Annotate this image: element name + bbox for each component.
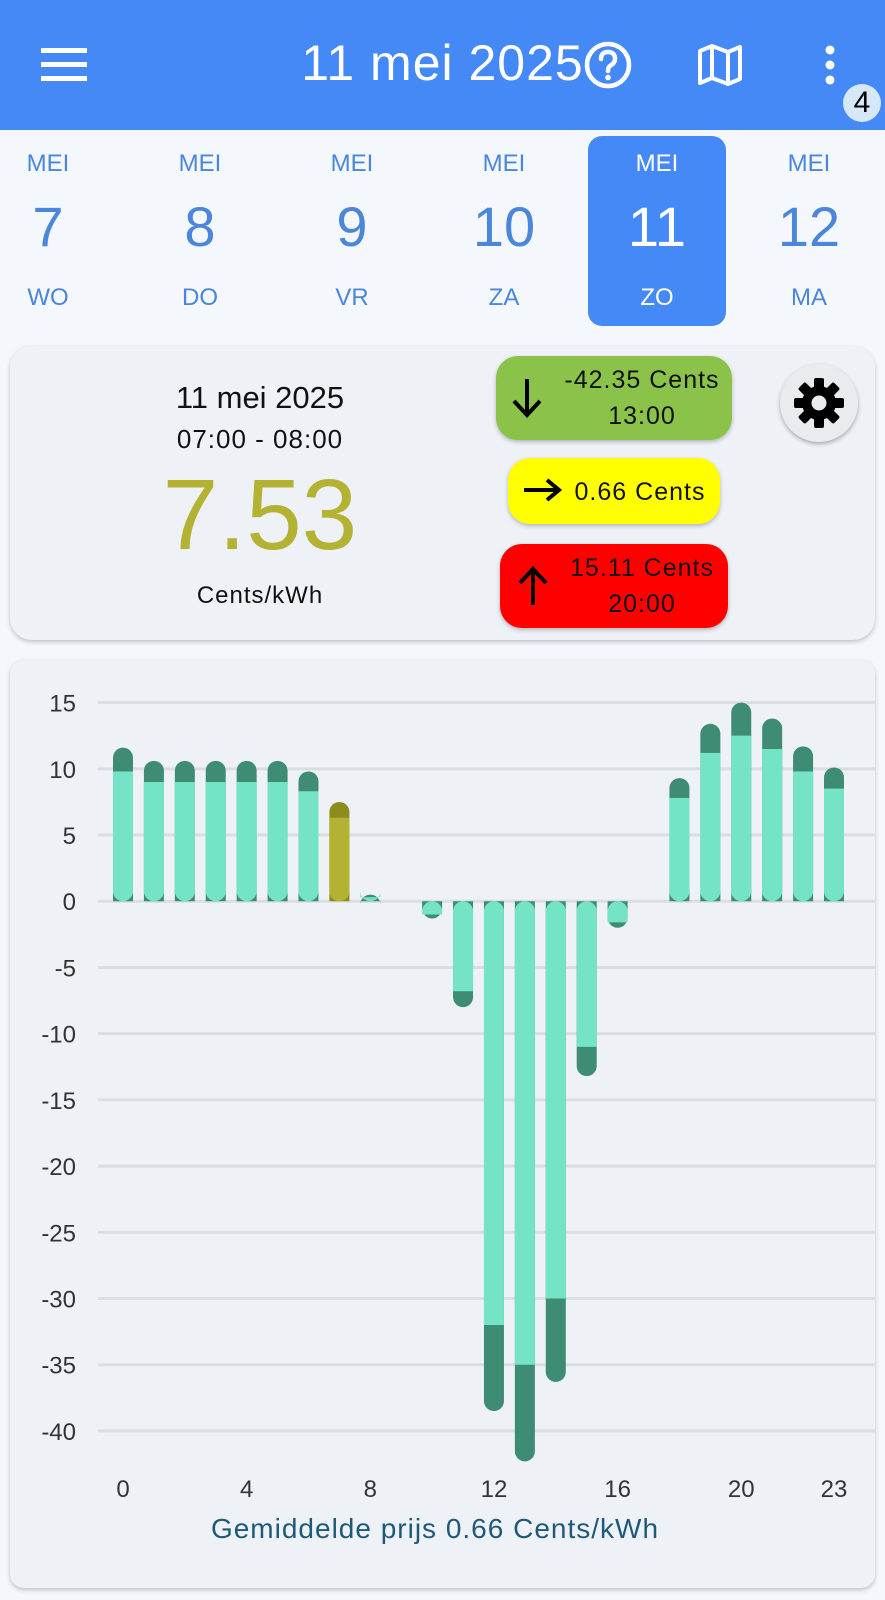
bar-fill xyxy=(669,797,690,892)
y-tick-label: -10 xyxy=(41,1022,76,1049)
y-tick-label: -30 xyxy=(41,1286,76,1313)
highest-price-pill[interactable]: 15.11 Cents 20:00 xyxy=(500,544,728,628)
bar-fill xyxy=(793,771,814,892)
day-item-selected[interactable]: MEI 11 ZO xyxy=(588,136,726,326)
gear-icon xyxy=(794,378,844,428)
bar-fill xyxy=(113,771,133,892)
settings-button[interactable] xyxy=(780,364,858,442)
current-time-range: 07:00 - 08:00 xyxy=(176,424,344,454)
day-number: 10 xyxy=(472,195,536,258)
bar-fill xyxy=(731,735,752,892)
day-month: MEI xyxy=(482,150,526,177)
day-weekday: VR xyxy=(335,284,369,311)
day-month: MEI xyxy=(330,150,374,177)
bar-fill xyxy=(236,782,257,892)
day-month: MEI xyxy=(787,150,831,177)
page-title: 11 mei 2025 xyxy=(301,35,584,91)
bar-fill xyxy=(267,782,288,892)
day-weekday: DO xyxy=(182,284,218,311)
arrow-down-icon xyxy=(510,376,544,425)
price-chart: 15 10 5 0 -5 -10 -15 -20 -25 -30 -35 -40 0 4 8 12 16 20 23… xyxy=(41,691,875,1544)
current-price: 7.53 xyxy=(162,459,358,571)
help-icon[interactable] xyxy=(578,35,638,95)
day-month: MEI xyxy=(26,150,70,177)
day-weekday: ZA xyxy=(488,284,520,311)
menu-icon[interactable] xyxy=(30,35,98,95)
day-month: MEI xyxy=(635,150,679,177)
y-tick-label: 5 xyxy=(63,823,76,850)
day-item[interactable]: MEI 9 VR xyxy=(283,136,421,326)
day-item[interactable]: MEI 12 MA xyxy=(740,136,878,326)
highest-price-time: 20:00 xyxy=(608,590,676,618)
current-date: 11 mei 2025 xyxy=(175,380,345,415)
bar-fill xyxy=(329,817,350,892)
day-weekday: ZO xyxy=(640,284,674,311)
day-number: 11 xyxy=(627,195,687,258)
notification-badge: 4 xyxy=(843,84,881,122)
day-weekday: WO xyxy=(27,284,69,311)
day-selector: MEI 7 WO MEI 8 DO MEI 9 VR MEI 10 ZA MEI… xyxy=(0,136,885,328)
x-tick-label: 20 xyxy=(728,1476,755,1503)
average-price-value: 0.66 Cents xyxy=(574,478,706,506)
bar-segment xyxy=(545,901,566,1299)
bar-segment xyxy=(514,901,535,1365)
bar-segment xyxy=(360,891,381,902)
day-month: MEI xyxy=(178,150,222,177)
y-tick-label: 0 xyxy=(63,889,76,916)
y-tick-label: 15 xyxy=(49,691,76,718)
bar-fill xyxy=(824,788,844,892)
bar-fill xyxy=(205,782,226,892)
y-tick-label: -35 xyxy=(41,1353,76,1380)
day-number: 7 xyxy=(32,195,64,258)
chart-caption: Gemiddelde prijs 0.66 Cents/kWh xyxy=(211,1513,659,1544)
lowest-price-pill[interactable]: -42.35 Cents 13:00 xyxy=(496,356,732,440)
bar-fill xyxy=(762,748,783,892)
map-icon[interactable] xyxy=(690,35,750,95)
bar-fill xyxy=(700,752,721,892)
y-tick-label: 10 xyxy=(49,757,76,784)
day-number: 12 xyxy=(777,195,841,258)
arrow-up-icon xyxy=(516,564,550,613)
y-tick-label: -25 xyxy=(41,1220,76,1247)
bar-fill xyxy=(298,791,319,892)
more-vert-icon[interactable] xyxy=(805,35,855,95)
price-chart-card: 15 10 5 0 -5 -10 -15 -20 -25 -30 -35 -40 0 4 8 12 16 20 23… xyxy=(10,660,875,1588)
lowest-price-time: 13:00 xyxy=(608,402,676,430)
highest-price-value: 15.11 Cents xyxy=(570,554,714,582)
day-item[interactable]: MEI 10 ZA xyxy=(435,136,573,326)
y-tick-label: -40 xyxy=(41,1419,76,1446)
average-price-pill[interactable]: 0.66 Cents xyxy=(508,458,720,524)
x-tick-label: 8 xyxy=(364,1476,377,1503)
day-number: 8 xyxy=(184,195,216,258)
y-tick-label: -15 xyxy=(41,1088,76,1115)
arrow-right-icon xyxy=(522,477,563,508)
x-tick-label: 12 xyxy=(481,1476,508,1503)
day-item[interactable]: MEI 7 WO xyxy=(0,136,117,326)
bar-fill xyxy=(143,782,164,892)
x-tick-label: 0 xyxy=(116,1476,129,1503)
x-tick-label: 16 xyxy=(604,1476,631,1503)
day-weekday: MA xyxy=(791,284,827,311)
day-item[interactable]: MEI 8 DO xyxy=(131,136,269,326)
x-tick-label: 4 xyxy=(240,1476,253,1503)
bar-segment xyxy=(453,901,474,992)
current-price-card: 11 mei 2025 07:00 - 08:00 7.53 Cents/kWh… xyxy=(10,346,875,640)
y-tick-label: -5 xyxy=(55,955,76,982)
current-price-unit: Cents/kWh xyxy=(196,582,324,609)
bar-segment xyxy=(576,901,597,1047)
lowest-price-value: -42.35 Cents xyxy=(564,366,720,394)
bar-segment xyxy=(607,901,628,923)
bar-fill xyxy=(174,782,195,892)
y-tick-label: -20 xyxy=(41,1154,76,1181)
x-tick-label: 23 xyxy=(821,1476,848,1503)
day-number: 9 xyxy=(336,195,368,258)
bar-segment xyxy=(422,901,443,915)
app-bar: 11 mei 2025 4 xyxy=(0,0,885,130)
bar-segment xyxy=(483,901,504,1325)
